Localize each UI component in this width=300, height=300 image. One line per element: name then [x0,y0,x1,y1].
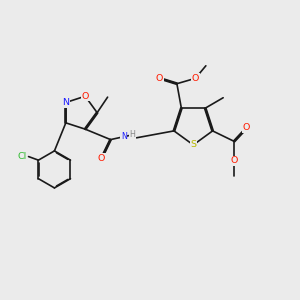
Text: S: S [190,140,196,149]
Text: O: O [156,74,163,83]
Text: N: N [62,98,69,107]
Text: O: O [230,156,238,165]
Text: O: O [98,154,105,163]
Text: N: N [121,132,127,141]
Text: Cl: Cl [17,152,27,161]
Text: O: O [192,74,199,83]
Text: O: O [82,92,89,101]
Text: O: O [243,123,250,132]
Text: H: H [129,130,135,139]
